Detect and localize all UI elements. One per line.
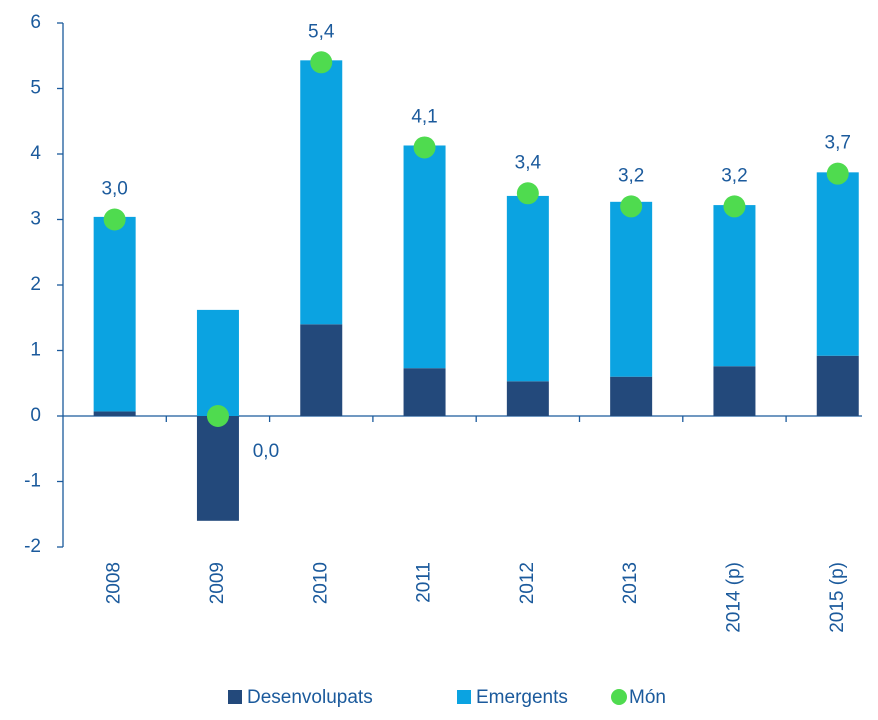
- bar-segment: [506, 195, 549, 382]
- point: [620, 195, 643, 218]
- value-label: 0,0: [253, 441, 279, 462]
- y-tick-label: -1: [24, 471, 41, 492]
- legend-marker: [457, 690, 471, 704]
- y-tick-label: 4: [30, 143, 41, 164]
- x-tick-label: 2011: [414, 562, 435, 603]
- x-tick-label: 2012: [517, 562, 538, 604]
- bar-segment: [610, 201, 653, 377]
- legend-label: Emergents: [476, 687, 568, 708]
- point: [103, 208, 126, 231]
- point: [723, 195, 746, 218]
- y-tick-label: 2: [30, 274, 41, 295]
- point: [310, 51, 333, 74]
- bar-segment: [816, 355, 859, 416]
- value-label: 3,2: [618, 165, 644, 186]
- x-tick-label: 2010: [310, 562, 331, 604]
- x-tick-label: 2013: [620, 562, 641, 604]
- bar-segment: [403, 145, 446, 369]
- bar-segment: [196, 309, 239, 416]
- point: [206, 405, 229, 427]
- value-label: 3,7: [825, 133, 851, 154]
- point: [516, 182, 539, 205]
- y-tick-label: 3: [30, 209, 41, 230]
- x-tick-label: 2015 (p): [827, 562, 848, 633]
- x-tick-label: 2009: [207, 562, 228, 604]
- y-tick-label: -2: [24, 536, 41, 557]
- y-tick-label: 6: [30, 12, 41, 33]
- point: [826, 162, 849, 185]
- bar-segment: [713, 205, 756, 367]
- point: [413, 136, 436, 159]
- legend-label: Món: [629, 687, 666, 708]
- value-label: 3,4: [515, 152, 542, 173]
- bar-segment: [713, 366, 756, 416]
- bar-segment: [610, 376, 653, 416]
- y-tick-label: 1: [30, 340, 41, 361]
- y-tick-label: 0: [30, 405, 41, 426]
- x-tick-label: 2014 (p): [723, 562, 744, 633]
- legend-label: Desenvolupats: [247, 687, 373, 708]
- legend-marker: [611, 689, 627, 705]
- legend-marker: [228, 690, 242, 704]
- value-label: 4,1: [411, 106, 437, 127]
- value-label: 3,2: [721, 165, 747, 186]
- bar-segment: [816, 172, 859, 356]
- bar-segment: [93, 216, 136, 412]
- bar-segment: [300, 324, 343, 416]
- bar-segment: [506, 381, 549, 416]
- bar-segment: [300, 60, 343, 325]
- bar-segment: [93, 411, 136, 416]
- y-tick-label: 5: [30, 78, 41, 99]
- value-label: 5,4: [308, 21, 335, 42]
- x-tick-label: 2008: [104, 562, 125, 604]
- bar-segment: [196, 416, 239, 521]
- value-label: 3,0: [101, 179, 127, 200]
- bar-segment: [403, 368, 446, 416]
